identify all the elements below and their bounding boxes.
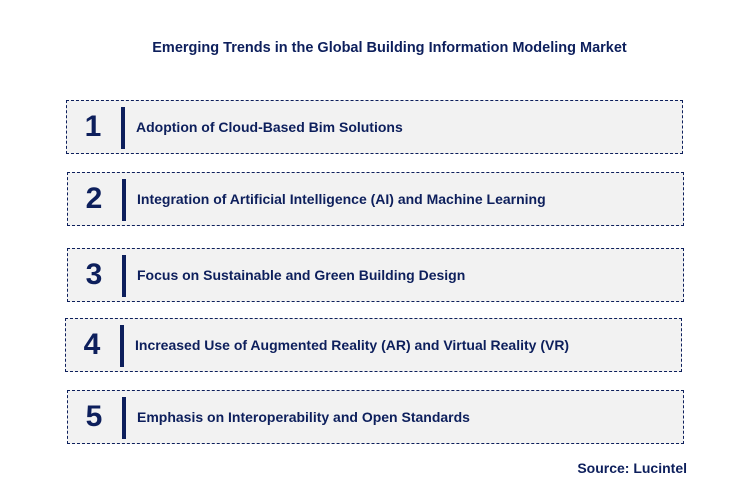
divider xyxy=(122,179,126,221)
divider xyxy=(122,255,126,297)
source-label: Source: Lucintel xyxy=(577,460,687,476)
item-number: 1 xyxy=(84,110,102,143)
diagram-title: Emerging Trends in the Global Building I… xyxy=(152,40,627,56)
item-number: 4 xyxy=(83,328,101,361)
item-label: Integration of Artificial Intelligence (… xyxy=(137,191,546,207)
item-number: 3 xyxy=(85,258,103,291)
trend-item-3: 3 Focus on Sustainable and Green Buildin… xyxy=(67,248,684,302)
item-label: Increased Use of Augmented Reality (AR) … xyxy=(135,337,570,353)
divider xyxy=(120,325,124,367)
divider xyxy=(121,107,125,149)
item-label: Focus on Sustainable and Green Building … xyxy=(137,267,466,283)
trend-item-2: 2 Integration of Artificial Intelligence… xyxy=(67,172,684,226)
item-label: Adoption of Cloud-Based Bim Solutions xyxy=(136,119,403,135)
item-number: 5 xyxy=(85,400,103,433)
trend-item-4: 4 Increased Use of Augmented Reality (AR… xyxy=(65,318,682,372)
item-label: Emphasis on Interoperability and Open St… xyxy=(137,409,470,425)
divider xyxy=(122,397,126,439)
item-number: 2 xyxy=(85,182,103,215)
trend-item-1: 1 Adoption of Cloud-Based Bim Solutions xyxy=(66,100,683,154)
trend-item-5: 5 Emphasis on Interoperability and Open … xyxy=(67,390,684,444)
